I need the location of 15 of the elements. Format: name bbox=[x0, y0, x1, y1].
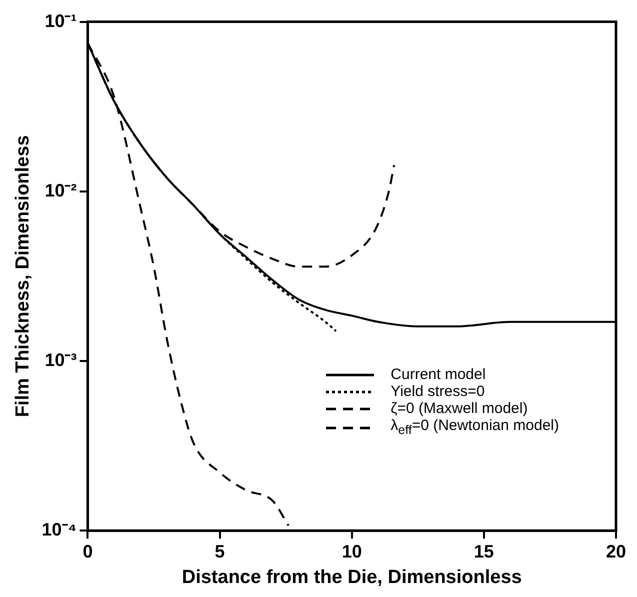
legend-label: Yield stress=0 bbox=[390, 383, 485, 400]
legend-label: λ$_{eff}$=0 (Newtonian model) bbox=[390, 417, 559, 439]
legend-label: ζ=0 (Maxwell model) bbox=[390, 400, 528, 417]
x-tick-label: 15 bbox=[474, 541, 494, 562]
x-tick-label: 5 bbox=[214, 541, 225, 562]
x-tick-label: 20 bbox=[606, 541, 626, 562]
x-tick-label: 0 bbox=[82, 541, 93, 562]
y-tick-label: 10⁻⁴ bbox=[42, 520, 77, 540]
x-axis-title: Distance from the Die, Dimensionless bbox=[182, 566, 522, 588]
y-tick-label: 10⁻³ bbox=[44, 350, 77, 370]
legend-label: Current model bbox=[390, 366, 486, 383]
x-tick-label: 10 bbox=[342, 541, 362, 562]
y-axis-title: Film Thickness, Dimensionless bbox=[12, 135, 34, 418]
y-tick-label: 10⁻¹ bbox=[44, 10, 77, 31]
y-tick-label: 10⁻² bbox=[44, 180, 77, 200]
